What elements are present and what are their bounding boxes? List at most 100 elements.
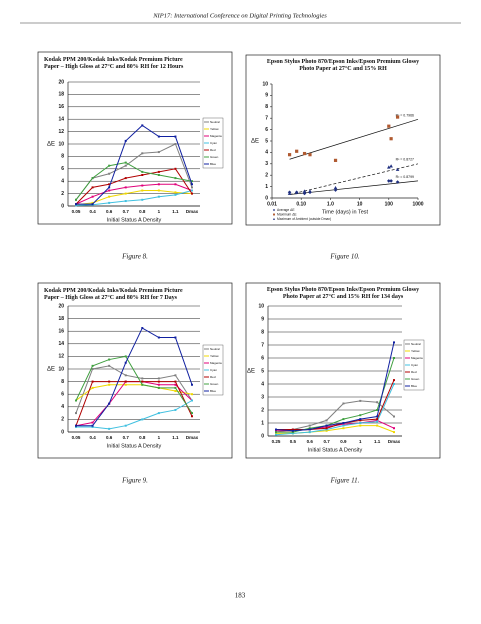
trend-annotation: R² = 0.8727 <box>396 158 414 162</box>
y-axis-label: ΔE <box>47 367 55 373</box>
legend-label: Yellow <box>411 349 420 353</box>
data-point <box>124 361 127 364</box>
x-axis-label: Initial Status A Density <box>107 217 162 223</box>
y-tick-label: 4 <box>261 381 264 387</box>
y-tick-label: 8 <box>261 329 264 335</box>
y-tick-label: 0 <box>61 203 64 209</box>
y-tick-label: 14 <box>58 117 64 123</box>
data-point <box>157 336 160 339</box>
legend-label: Yellow <box>210 127 219 131</box>
x-axis-label: Time (days) in Test <box>322 209 369 215</box>
data-point <box>75 203 77 206</box>
data-point <box>75 204 77 207</box>
data-point <box>393 357 395 359</box>
series-line <box>75 162 193 201</box>
data-point <box>389 137 393 141</box>
y-tick-label: 4 <box>61 404 64 410</box>
data-point <box>395 180 400 184</box>
data-point <box>308 153 312 157</box>
data-point <box>124 177 127 180</box>
data-point <box>91 380 94 383</box>
data-point <box>294 190 299 194</box>
data-point <box>91 195 94 198</box>
y-tick-label: 16 <box>58 104 64 110</box>
data-point <box>333 158 338 162</box>
x-axis-label: Initial Status A Density <box>308 447 363 453</box>
data-point <box>174 336 177 339</box>
data-point <box>275 431 277 434</box>
legend-box <box>403 339 425 391</box>
data-point <box>141 174 144 176</box>
data-point <box>287 191 292 195</box>
y-tick-label: 3 <box>261 394 264 400</box>
x-tick-label: Dmax <box>186 209 199 214</box>
data-point <box>376 420 379 423</box>
data-point <box>393 379 395 382</box>
y-tick-label: 20 <box>58 303 64 309</box>
legend-label: Green <box>210 155 219 159</box>
data-point <box>108 195 111 198</box>
data-point <box>157 135 160 138</box>
data-point <box>376 415 379 418</box>
y-tick-label: 10 <box>262 81 268 87</box>
y-tick-label: 9 <box>261 316 264 322</box>
x-tick-label: 1000 <box>412 201 423 207</box>
data-point <box>359 424 362 427</box>
legend-label: Cyan <box>210 141 217 145</box>
y-tick-label: 5 <box>265 138 268 144</box>
data-point <box>91 186 94 189</box>
data-point <box>325 419 328 422</box>
y-axis-label: ΔE <box>247 369 255 375</box>
legend-box <box>202 117 224 169</box>
y-tick-label: 16 <box>58 329 64 335</box>
legend-label: Average ΔE <box>277 208 295 212</box>
data-point <box>141 327 144 330</box>
trend-annotation: R² = 0.8799 <box>396 175 414 179</box>
data-point <box>287 153 292 157</box>
y-tick-label: 10 <box>58 141 64 147</box>
data-point <box>124 164 127 167</box>
data-point <box>389 179 393 183</box>
chart-frame <box>37 51 233 225</box>
x-tick-label: 0.6 <box>106 209 113 214</box>
x-tick-label: 0.8 <box>139 209 146 214</box>
legend-label: Blue <box>210 162 216 166</box>
x-tick-label: 10 <box>357 201 363 207</box>
data-point <box>359 418 362 421</box>
data-point <box>342 422 345 424</box>
data-point <box>359 399 362 402</box>
data-point <box>325 428 328 431</box>
data-point <box>376 409 379 411</box>
series-line <box>76 124 193 205</box>
y-tick-label: 0 <box>261 433 264 439</box>
y-tick-label: 8 <box>61 154 64 160</box>
data-point <box>191 186 193 189</box>
y-tick-label: 5 <box>261 368 264 374</box>
chart-title: Kodak PPM 200/Kodak Inks/Kodak Premium P… <box>44 57 184 70</box>
y-tick-label: 6 <box>261 355 264 361</box>
data-point <box>275 428 277 431</box>
data-point <box>91 425 94 428</box>
data-point <box>157 380 160 383</box>
data-point <box>108 183 111 186</box>
data-point <box>108 364 111 367</box>
data-point <box>174 135 177 138</box>
running-header: NIP17: International Conference on Digit… <box>152 12 327 19</box>
data-point <box>387 124 391 128</box>
y-tick-label: 10 <box>258 303 264 309</box>
data-point <box>157 174 160 176</box>
data-point <box>157 195 160 198</box>
trend-line <box>289 119 419 160</box>
x-tick-label: 0.9 <box>340 439 347 444</box>
legend-marker <box>272 217 276 220</box>
data-point <box>308 427 311 430</box>
data-point <box>376 424 379 427</box>
x-tick-label: Dmax <box>388 439 401 444</box>
series-line <box>75 168 193 205</box>
data-point <box>157 183 160 186</box>
data-point <box>174 380 177 383</box>
data-point <box>75 425 77 428</box>
data-point <box>359 419 362 422</box>
series-line <box>76 327 193 427</box>
legend-label: Yellow <box>210 354 219 358</box>
